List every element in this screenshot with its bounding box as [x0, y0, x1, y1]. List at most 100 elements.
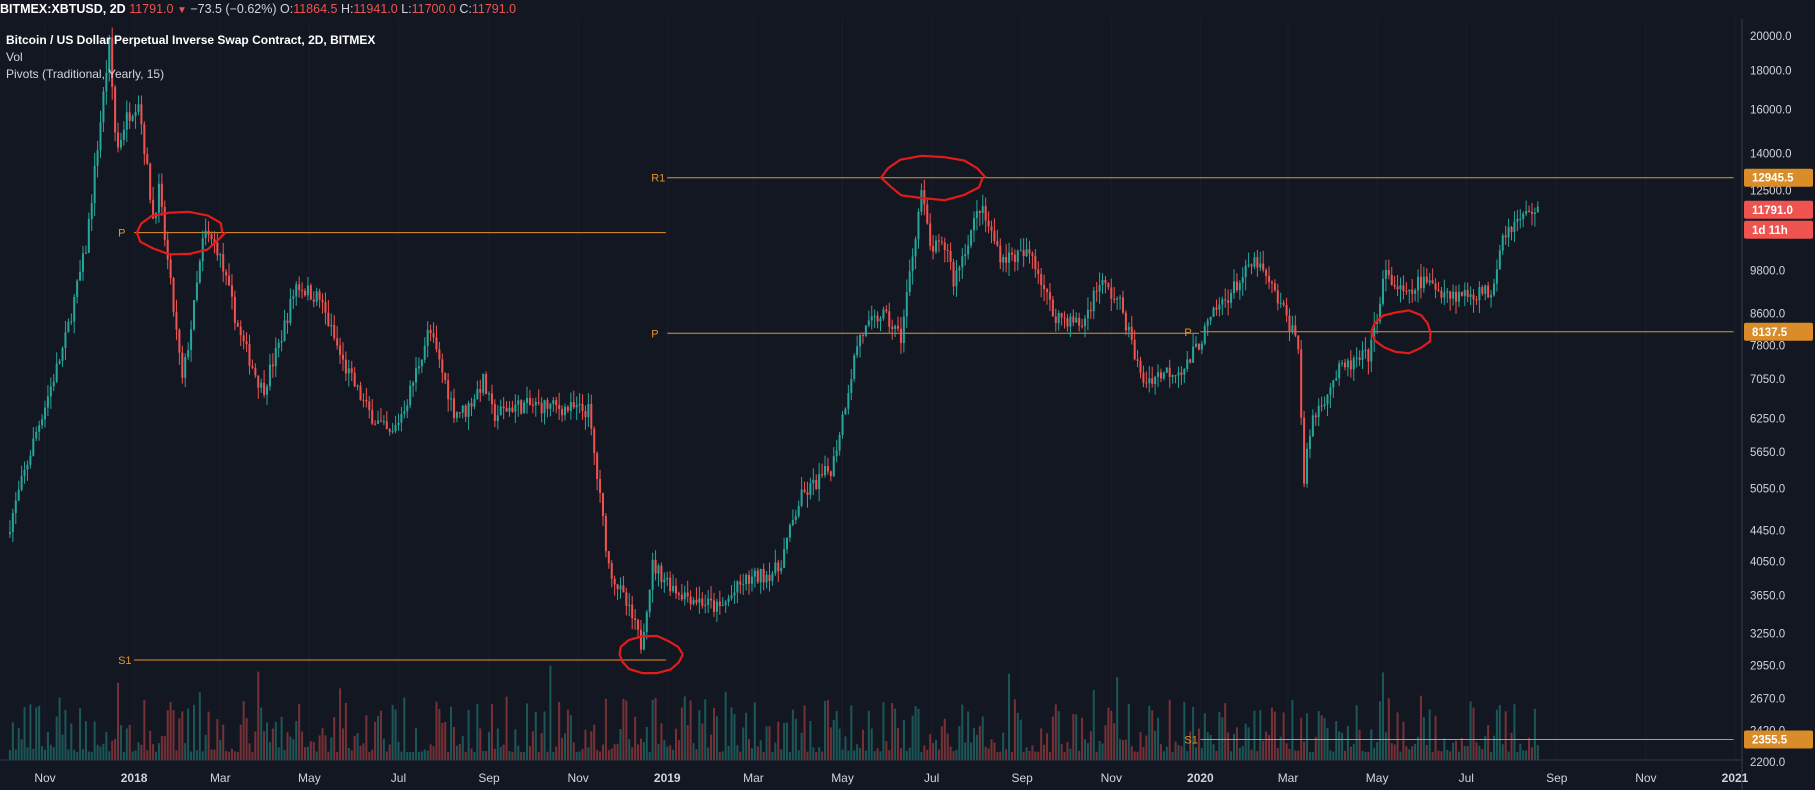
- candle-body: [339, 345, 342, 355]
- candle-body: [1417, 276, 1420, 291]
- high-label: H:: [340, 2, 354, 16]
- volume-bar: [301, 731, 304, 760]
- candle-body: [1431, 280, 1434, 284]
- volume-bar: [341, 728, 344, 760]
- price-axis-bg: [1742, 19, 1815, 790]
- candle-body: [32, 438, 35, 456]
- candle-body: [566, 406, 569, 411]
- time-tick-label: Jul: [1459, 771, 1474, 785]
- volume-bar: [555, 746, 558, 760]
- candle-body: [1306, 448, 1309, 484]
- candle-body: [1203, 325, 1206, 344]
- volume-bar: [163, 736, 166, 760]
- candle-body: [967, 245, 970, 255]
- volume-bar: [1399, 751, 1402, 760]
- volume-bar: [768, 726, 771, 760]
- candle-body: [882, 309, 885, 319]
- candle-body: [298, 284, 301, 291]
- volume-bar: [455, 745, 458, 760]
- candle-body: [745, 575, 748, 585]
- volume-bar: [482, 750, 485, 760]
- volume-bar: [1101, 743, 1104, 760]
- volume-bar: [1165, 746, 1168, 760]
- candle-body: [847, 393, 850, 409]
- volume-bar: [625, 700, 628, 760]
- candle-body: [1481, 287, 1484, 294]
- candle-body: [695, 599, 698, 603]
- volume-bar: [952, 751, 955, 760]
- time-tick-label: Nov: [1101, 771, 1122, 785]
- candle-body: [911, 256, 914, 272]
- candle-body: [257, 375, 260, 388]
- candle-body: [517, 400, 520, 405]
- candle-body: [1051, 299, 1054, 317]
- volume-bar: [146, 750, 149, 760]
- candle-body: [160, 183, 163, 207]
- volume-bar: [511, 751, 514, 760]
- candle-body: [128, 112, 131, 121]
- volume-bar: [1408, 749, 1411, 760]
- volume-bar: [669, 745, 672, 760]
- last-price: 11791.0: [129, 2, 174, 16]
- time-tick-label: Nov: [34, 771, 55, 785]
- volume-bar: [923, 745, 926, 760]
- pivots-indicator-label[interactable]: Pivots (Traditional, Yearly, 15): [6, 67, 165, 81]
- candle-body: [1215, 307, 1218, 310]
- candle-body: [1081, 325, 1084, 327]
- candle-body: [637, 619, 640, 630]
- down-arrow-icon: ▼: [176, 5, 187, 16]
- candle-body: [978, 211, 981, 213]
- candle-body: [733, 592, 736, 596]
- volume-bar: [815, 751, 818, 760]
- candle-body: [458, 412, 461, 414]
- volume-bar: [631, 747, 634, 760]
- volume-bar: [695, 749, 698, 760]
- candle-body: [1121, 297, 1124, 313]
- volume-bar: [943, 718, 946, 760]
- candle-body: [379, 420, 382, 422]
- candle-body: [485, 374, 488, 395]
- candle-body: [102, 91, 105, 123]
- candle-body: [791, 520, 794, 525]
- candle-body: [93, 165, 96, 204]
- candle-body: [753, 570, 756, 577]
- volume-bar: [379, 710, 382, 760]
- volume-bar: [1367, 751, 1370, 760]
- candle-body: [543, 400, 546, 414]
- volume-bar: [350, 750, 353, 760]
- symbol-name[interactable]: BITMEX:XBTUSD, 2D: [0, 2, 126, 16]
- candle-body: [17, 489, 20, 501]
- volume-bar: [359, 745, 362, 760]
- candle-body: [1075, 317, 1078, 323]
- candle-body: [996, 241, 999, 246]
- candle-body: [137, 104, 140, 113]
- volume-indicator-label[interactable]: Vol: [6, 50, 23, 64]
- candle-body: [52, 381, 55, 387]
- candle-body: [1078, 317, 1081, 326]
- candle-body: [1367, 349, 1370, 362]
- time-tick-label: Mar: [210, 771, 231, 785]
- candle-body: [581, 403, 584, 411]
- volume-bar: [864, 750, 867, 760]
- candle-body: [1311, 415, 1314, 437]
- price-tick-label: 2670.0: [1750, 693, 1785, 705]
- volume-bar: [438, 708, 441, 760]
- volume-bar: [67, 749, 70, 760]
- candle-body: [1501, 235, 1504, 251]
- candle-body: [1504, 235, 1507, 238]
- volume-bar: [1002, 732, 1005, 760]
- candle-body: [1463, 290, 1466, 296]
- candle-body: [972, 218, 975, 231]
- candle-body: [248, 344, 251, 366]
- candle-body: [1022, 250, 1025, 256]
- candle-body: [382, 421, 385, 423]
- volume-bar: [756, 746, 759, 760]
- candle-body: [999, 245, 1002, 263]
- volume-bar: [935, 739, 938, 760]
- candle-body: [1525, 211, 1528, 214]
- price-tick-label: 5650.0: [1750, 447, 1785, 459]
- candle-body: [496, 415, 499, 422]
- candle-body: [885, 309, 888, 312]
- volume-bar: [1136, 751, 1139, 760]
